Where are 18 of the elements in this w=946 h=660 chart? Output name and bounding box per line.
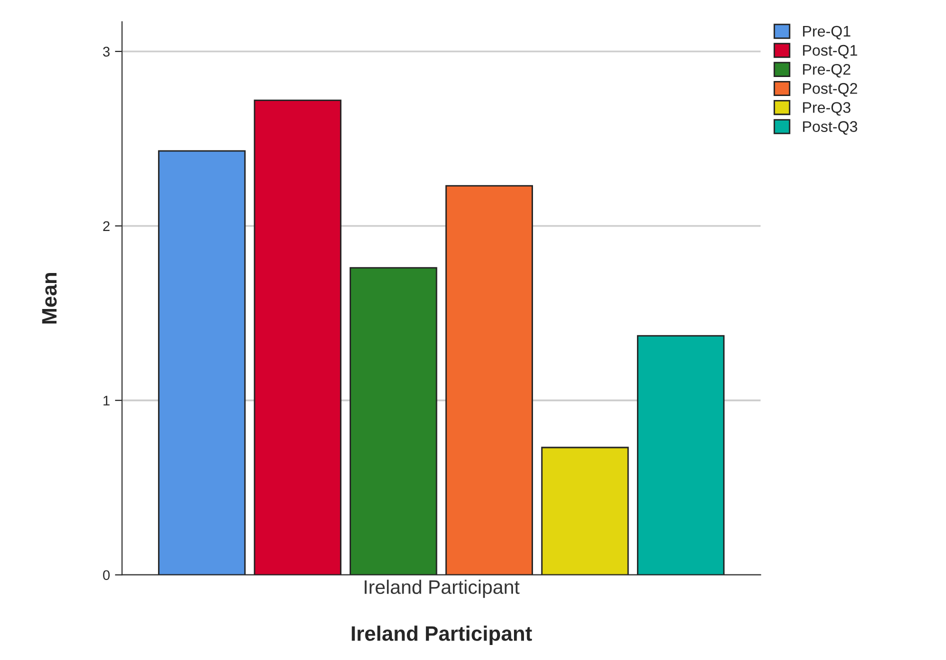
bar <box>636 335 725 575</box>
legend-label: Post-Q3 <box>803 121 858 135</box>
legend-label: Post-Q1 <box>803 44 858 58</box>
bar <box>541 446 629 575</box>
legend-label: Pre-Q2 <box>803 64 850 78</box>
bar <box>445 185 533 575</box>
bar <box>158 150 246 575</box>
y-tick-label: 0 <box>103 570 110 580</box>
y-tick-label: 2 <box>103 221 110 231</box>
x-axis-title: Ireland Participant <box>352 626 532 646</box>
legend-label: Pre-Q3 <box>803 102 850 116</box>
y-axis-title: Mean <box>42 272 57 324</box>
bar <box>254 100 342 575</box>
legend-label: Pre-Q1 <box>803 26 850 40</box>
y-tick-label: 3 <box>103 46 110 57</box>
legend-label: Post-Q2 <box>803 83 858 97</box>
y-tick-label: 1 <box>104 396 110 406</box>
bar <box>350 267 438 575</box>
